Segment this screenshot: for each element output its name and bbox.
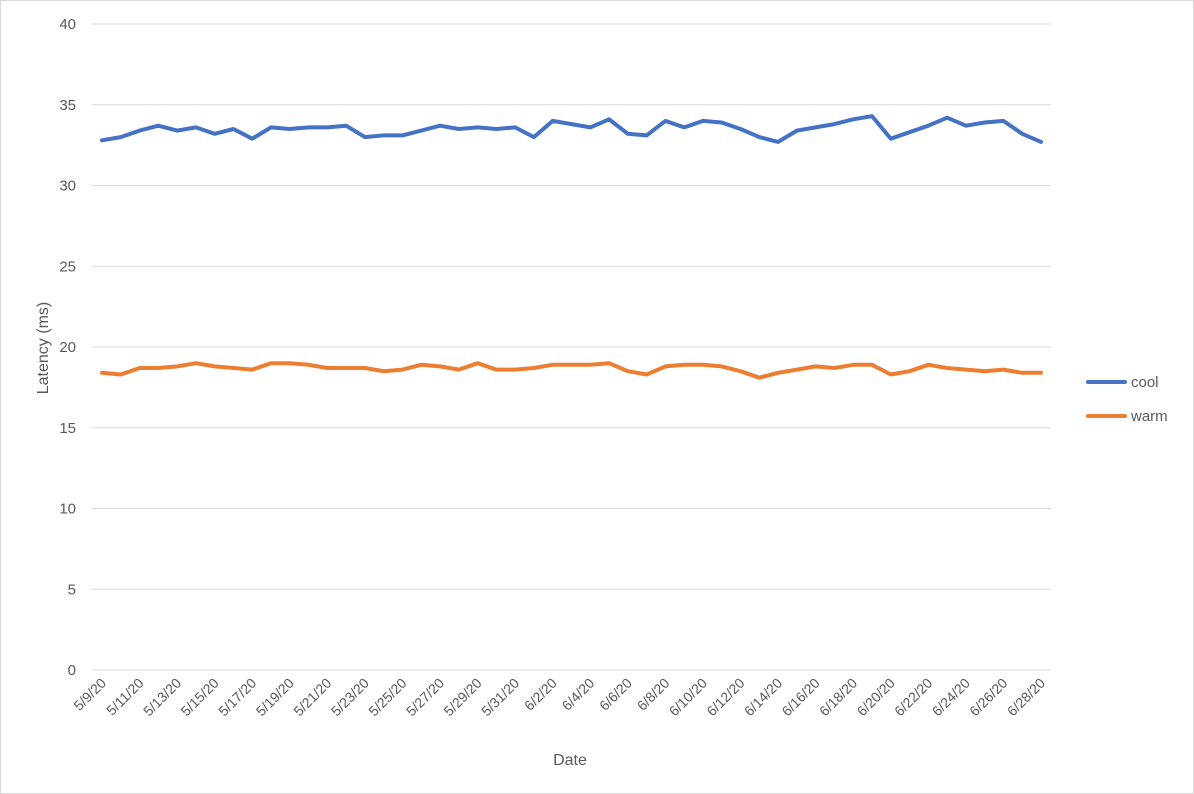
x-tick-label: 6/4/20	[559, 675, 598, 714]
x-tick-label: 6/14/20	[741, 675, 785, 719]
y-tick-label: 5	[68, 581, 76, 598]
y-tick-label: 15	[59, 420, 76, 437]
x-tick-label: 6/24/20	[929, 675, 973, 719]
series-line-warm	[100, 361, 1043, 380]
series-lines	[100, 114, 1043, 380]
y-tick-label: 0	[68, 662, 76, 679]
series-line-cool	[100, 114, 1043, 144]
y-tick-label: 10	[59, 501, 76, 518]
y-axis-title: Latency (ms)	[35, 302, 52, 394]
y-tick-label: 40	[59, 16, 76, 33]
x-tick-label: 6/20/20	[854, 675, 898, 719]
x-tick-label: 6/6/20	[596, 675, 635, 714]
x-tick-label: 5/11/20	[103, 675, 147, 719]
x-tick-label: 6/28/20	[1004, 675, 1048, 719]
x-tick-label: 6/10/20	[666, 675, 710, 719]
gridlines	[92, 23, 1051, 671]
legend-label-cool: cool	[1131, 374, 1159, 391]
y-tick-label: 30	[59, 178, 76, 195]
x-tick-label: 5/31/20	[478, 675, 522, 719]
x-tick-label: 5/29/20	[440, 675, 484, 719]
y-tick-label: 35	[59, 97, 76, 114]
x-tick-label: 6/16/20	[778, 675, 822, 719]
legend: cool warm	[1086, 374, 1168, 425]
x-tick-label: 5/13/20	[140, 675, 184, 719]
x-tick-label: 6/22/20	[891, 675, 935, 719]
y-axis-tick-labels: 0 5 10 15 20 25 30 35 40	[59, 16, 76, 679]
x-tick-label: 6/2/20	[521, 675, 560, 714]
x-tick-label: 6/26/20	[966, 675, 1010, 719]
x-tick-label: 6/12/20	[703, 675, 747, 719]
x-tick-label: 5/15/20	[177, 675, 221, 719]
x-tick-label: 5/19/20	[253, 675, 297, 719]
x-tick-label: 5/21/20	[290, 675, 334, 719]
x-tick-label: 5/27/20	[403, 675, 447, 719]
y-tick-label: 25	[59, 258, 76, 275]
x-axis-title: Date	[553, 752, 587, 769]
x-axis-tick-labels: 5/9/205/11/205/13/205/15/205/17/205/19/2…	[70, 675, 1048, 719]
y-tick-label: 20	[59, 339, 76, 356]
x-tick-label: 5/25/20	[365, 675, 409, 719]
legend-label-warm: warm	[1130, 408, 1168, 425]
x-tick-label: 5/23/20	[328, 675, 372, 719]
x-tick-label: 6/18/20	[816, 675, 860, 719]
x-tick-label: 5/17/20	[215, 675, 259, 719]
